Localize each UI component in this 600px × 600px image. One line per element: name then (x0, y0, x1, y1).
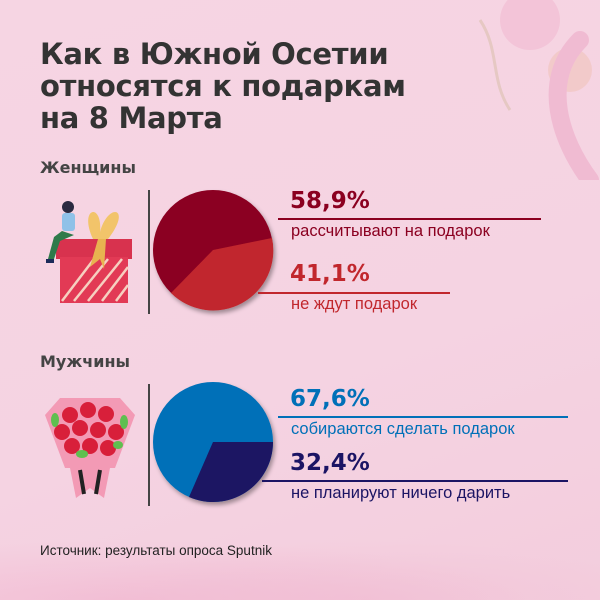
women-label-2: не ждут подарок (291, 295, 418, 313)
page-title: Как в Южной Осетии относятся к подаркам … (40, 38, 406, 134)
women-pie-chart (153, 190, 274, 311)
title-line-2: относятся к подаркам (40, 69, 406, 103)
men-pie-slice-not-plan (189, 442, 273, 503)
men-value-2: 32,4% (290, 450, 370, 476)
women-value-1: 58,9% (290, 188, 370, 214)
title-line-3: на 8 Марта (40, 101, 223, 135)
section-label-men: Мужчины (40, 352, 130, 371)
title-line-1: Как в Южной Осетии (40, 37, 389, 71)
women-line-1 (278, 218, 541, 220)
source-note: Источник: результаты опроса Sputnik (40, 543, 272, 558)
men-line-1 (278, 416, 568, 418)
women-pie-slice-not-expect (171, 238, 274, 311)
section-label-women: Женщины (40, 158, 136, 177)
men-pie-chart (153, 382, 273, 503)
women-line-2 (258, 292, 450, 294)
woman-gift-icon (46, 201, 132, 303)
men-divider (148, 384, 150, 506)
rose-bouquet-icon (45, 398, 135, 498)
women-divider (148, 190, 150, 314)
floral-bottom-decoration (0, 530, 600, 600)
men-line-2 (262, 480, 568, 482)
floral-decoration-icon (478, 0, 599, 180)
men-label-1: собираются сделать подарок (291, 420, 515, 438)
men-label-2: не планируют ничего дарить (291, 484, 511, 502)
women-label-1: рассчитывают на подарок (291, 222, 490, 240)
men-value-1: 67,6% (290, 386, 370, 412)
women-value-2: 41,1% (290, 261, 370, 287)
